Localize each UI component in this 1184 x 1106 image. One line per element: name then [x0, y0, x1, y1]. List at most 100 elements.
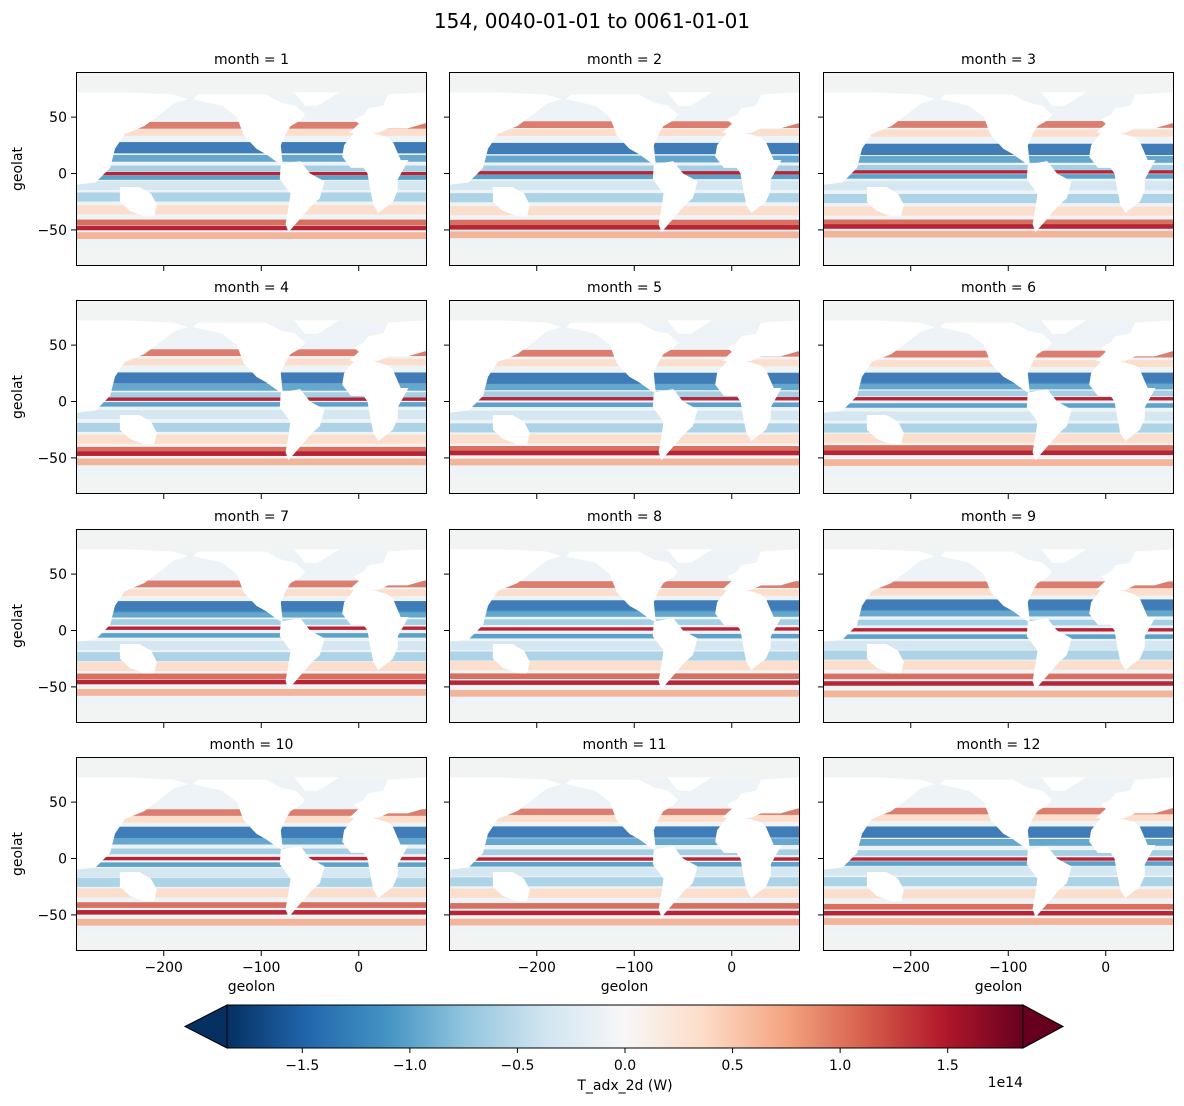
landmass [566, 779, 679, 850]
field-band [449, 231, 800, 239]
field-band [823, 681, 1174, 686]
landmass [342, 588, 409, 670]
field-band [76, 679, 427, 685]
panel-title: month = 12 [957, 737, 1041, 753]
panel-title: month = 11 [583, 737, 667, 753]
landmass [1089, 131, 1156, 213]
field-band [76, 154, 427, 162]
field-band [823, 423, 1174, 433]
landmass [76, 549, 189, 608]
panel-frame [823, 72, 1174, 266]
heatmap-field [449, 72, 800, 266]
field-band [823, 230, 1174, 238]
heatmap-field [823, 300, 1174, 494]
landmass [566, 94, 679, 165]
field-band [449, 918, 800, 926]
field-band [449, 877, 800, 887]
landmass [940, 551, 1053, 622]
x-axis-label: geolon [228, 979, 275, 995]
field-band [449, 410, 800, 420]
landmass [722, 92, 800, 133]
field-band [76, 402, 427, 407]
landmass [492, 415, 530, 445]
landmass [1096, 320, 1174, 361]
field-band [449, 391, 800, 398]
field-band [823, 889, 1174, 899]
landmass [940, 322, 1053, 393]
landmass [279, 161, 325, 233]
field-band [76, 397, 427, 401]
panel-title: month = 2 [587, 52, 662, 68]
field-band [823, 609, 1174, 617]
field-band [76, 458, 427, 466]
y-axis-label: geolat [10, 831, 26, 876]
land-high-lat [823, 300, 1174, 321]
land-high-lat [449, 72, 800, 93]
field-band [449, 826, 800, 838]
landmass [492, 872, 530, 902]
field-band [823, 660, 1174, 670]
field-band [823, 445, 1174, 451]
landmass [76, 92, 189, 151]
field-band [449, 651, 800, 661]
field-band [449, 641, 800, 651]
field-band [449, 661, 800, 671]
field-band [823, 673, 1174, 680]
panel-frame [449, 529, 800, 723]
x-tick-label: −200 [145, 960, 183, 976]
field-band [449, 450, 800, 456]
panel-month-7: month = 7 50 0 −50 geolat [10, 509, 427, 728]
panel-frame [76, 300, 427, 494]
field-band [449, 142, 800, 155]
panel-title: month = 6 [961, 280, 1036, 296]
land-high-lat [449, 757, 800, 778]
heatmap-field [823, 757, 1174, 951]
figure-title: 154, 0040-01-01 to 0061-01-01 [434, 9, 750, 33]
field-band [823, 650, 1174, 660]
panel-month-4: month = 4 50 0 −50 geolat [10, 280, 427, 499]
field-band [76, 877, 427, 887]
land-antarctica [76, 932, 427, 951]
landmass [722, 777, 800, 818]
field-band [449, 397, 800, 401]
field-band [823, 403, 1174, 408]
landmass [940, 94, 1053, 165]
landmass [449, 148, 488, 185]
field-band [76, 383, 427, 391]
panel-grid: month = 1 50 0 −50 geolat month = 2 month = 3 m… [10, 52, 1174, 995]
y-axis-label: geolat [10, 603, 26, 648]
field-band [823, 877, 1174, 887]
panel-month-1: month = 1 50 0 −50 geolat [10, 52, 427, 271]
panel-title: month = 3 [961, 52, 1036, 68]
field-band [449, 633, 800, 639]
panel-month-12: month = 12 −200 −100 0 geolon [818, 737, 1174, 995]
land-antarctica [449, 704, 800, 723]
x-tick-label: −200 [892, 960, 930, 976]
field-band [823, 372, 1174, 384]
field-band [449, 600, 800, 612]
landmass [279, 389, 325, 461]
panel-title: month = 5 [587, 280, 662, 296]
field-band [76, 165, 427, 172]
x-tick-label: 0 [1101, 960, 1110, 976]
field-band [449, 849, 800, 856]
panel-month-8: month = 8 [444, 509, 800, 728]
field-band [449, 838, 800, 846]
colorbar-tick-label: −0.5 [500, 1058, 534, 1074]
colorbar-extend-low [183, 1004, 228, 1049]
land-high-lat [76, 72, 427, 93]
field-band [76, 232, 427, 240]
field-band [76, 910, 427, 915]
field-band [823, 165, 1174, 171]
landmass [823, 92, 936, 151]
field-band [76, 142, 427, 154]
field-band [76, 673, 427, 680]
field-band [449, 903, 800, 909]
field-band [823, 861, 1174, 866]
y-axis-label: geolat [10, 146, 26, 191]
field-band [76, 641, 427, 651]
panel-frame [449, 72, 800, 266]
panel-title: month = 8 [587, 509, 662, 525]
colorbar-tick-label: 1.0 [829, 1058, 851, 1074]
panel-month-10: month = 10 −200 −100 0 geolon 50 0 −50 geolat [10, 737, 427, 995]
